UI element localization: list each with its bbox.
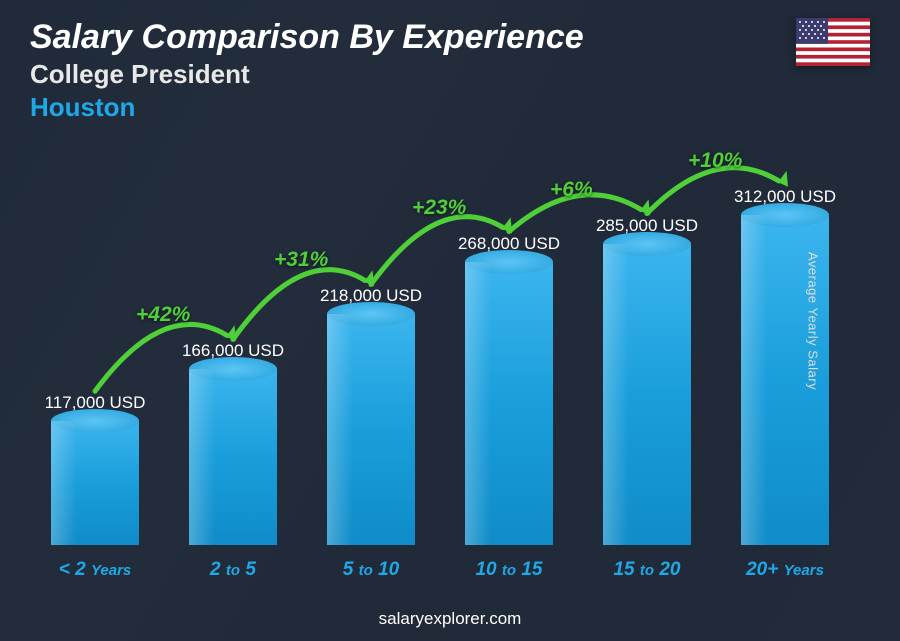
bar <box>327 314 415 545</box>
bar-group: 312,000 USD20+ Years <box>730 187 840 581</box>
country-flag-icon <box>796 18 870 66</box>
bar-x-label: < 2 Years <box>59 559 132 581</box>
bar <box>51 421 139 545</box>
bar-x-label: 20+ Years <box>746 559 824 581</box>
bar-x-label: 10 to 15 <box>475 559 542 581</box>
footer-credit: salaryexplorer.com <box>0 609 900 629</box>
bar-group: 285,000 USD15 to 20 <box>592 216 702 581</box>
bar-x-label: 2 to 5 <box>210 559 256 581</box>
page-location: Houston <box>30 92 870 123</box>
page-title: Salary Comparison By Experience <box>30 18 870 57</box>
bar <box>189 369 277 545</box>
bar-group: 218,000 USD5 to 10 <box>316 286 426 581</box>
growth-arc-label: +6% <box>550 178 593 202</box>
growth-arc-label: +42% <box>136 303 190 327</box>
growth-arc-label: +23% <box>412 196 466 220</box>
bar <box>465 262 553 545</box>
bar-group: 166,000 USD2 to 5 <box>178 341 288 581</box>
header: Salary Comparison By Experience College … <box>30 18 870 123</box>
bar-x-label: 15 to 20 <box>613 559 680 581</box>
bar-group: 268,000 USD10 to 15 <box>454 234 564 581</box>
y-axis-label: Average Yearly Salary <box>805 251 820 389</box>
growth-arc-label: +31% <box>274 248 328 272</box>
growth-arc-label: +10% <box>688 149 742 173</box>
page-subtitle: College President <box>30 59 870 90</box>
bar-x-label: 5 to 10 <box>343 559 399 581</box>
bar <box>603 244 691 545</box>
chart-area: 117,000 USD< 2 Years 166,000 USD2 to 5 218… <box>40 140 840 581</box>
bar-group: 117,000 USD< 2 Years <box>40 393 150 581</box>
